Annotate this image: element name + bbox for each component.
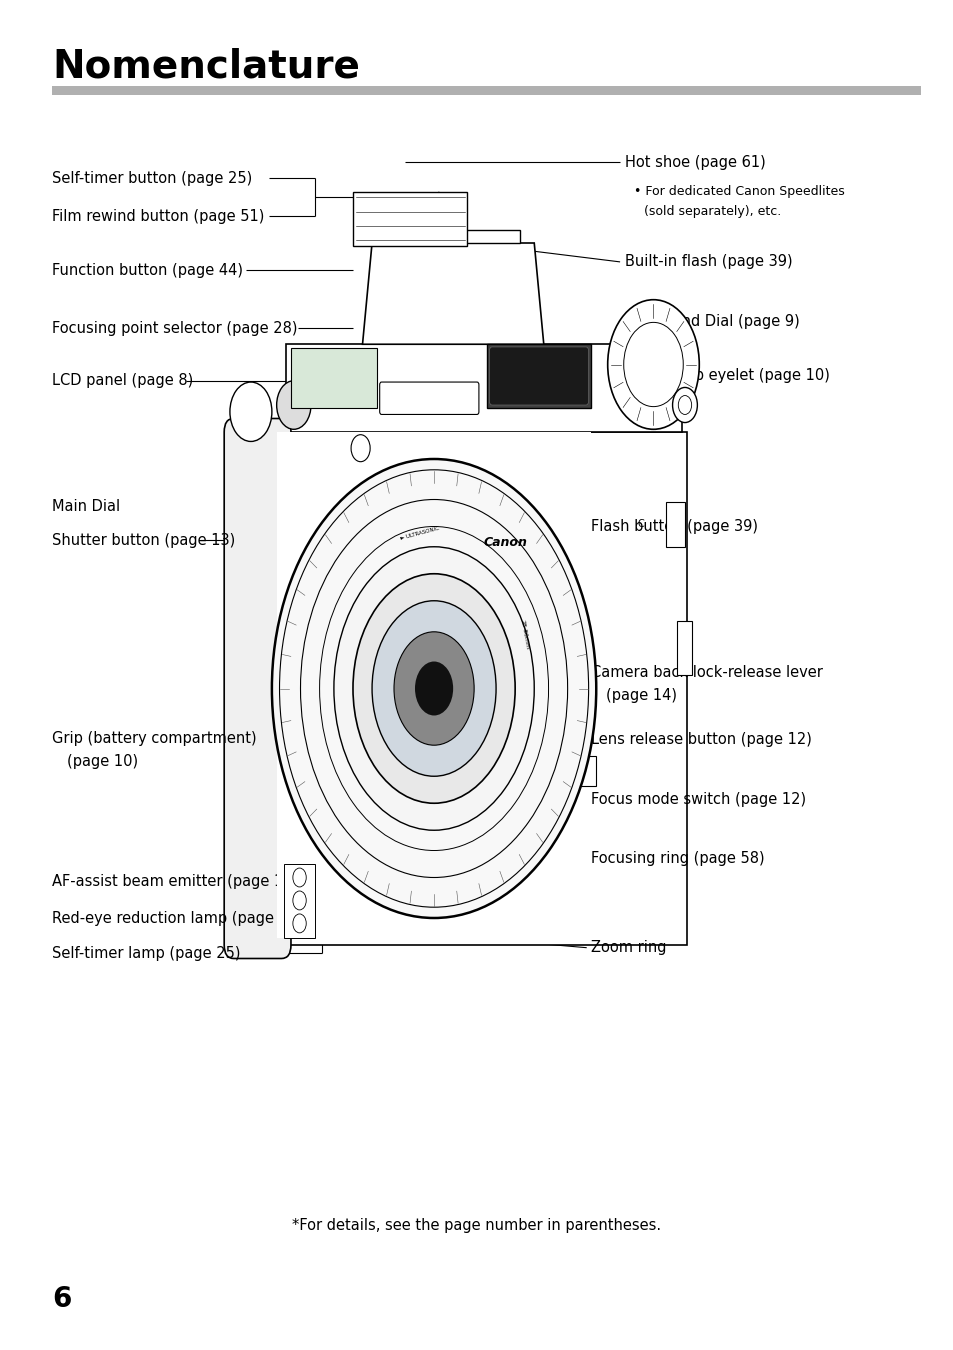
Text: (page 14): (page 14) xyxy=(605,687,676,703)
FancyBboxPatch shape xyxy=(224,418,291,958)
Text: Red-eye reduction lamp (page 18): Red-eye reduction lamp (page 18) xyxy=(52,910,303,926)
Polygon shape xyxy=(291,348,376,408)
Circle shape xyxy=(607,300,699,429)
Text: 6: 6 xyxy=(52,1285,71,1312)
Text: Camera back lock-release lever: Camera back lock-release lever xyxy=(591,664,822,680)
Text: Hot shoe (page 61): Hot shoe (page 61) xyxy=(624,154,765,170)
Text: Film rewind button (page 51): Film rewind button (page 51) xyxy=(52,208,265,224)
Polygon shape xyxy=(572,756,596,786)
Polygon shape xyxy=(284,864,314,938)
Circle shape xyxy=(351,435,370,462)
Text: 28-80mm: 28-80mm xyxy=(519,620,529,649)
Bar xyxy=(52,86,920,95)
Text: Focus mode switch (page 12): Focus mode switch (page 12) xyxy=(591,791,805,807)
Text: Zoom ring: Zoom ring xyxy=(591,940,666,956)
Text: Self-timer button (page 25): Self-timer button (page 25) xyxy=(52,170,253,186)
Text: Self-timer lamp (page 25): Self-timer lamp (page 25) xyxy=(52,945,241,961)
Circle shape xyxy=(272,459,596,918)
Text: Canon: Canon xyxy=(483,536,527,549)
FancyBboxPatch shape xyxy=(379,382,478,414)
Text: • For dedicated Canon Speedlites: • For dedicated Canon Speedlites xyxy=(634,185,844,198)
Text: Command Dial (page 9): Command Dial (page 9) xyxy=(624,313,799,329)
Polygon shape xyxy=(400,230,519,243)
Text: Main Dial: Main Dial xyxy=(52,498,120,514)
Circle shape xyxy=(623,323,682,406)
Polygon shape xyxy=(286,344,681,432)
Circle shape xyxy=(372,601,496,776)
Text: Lens release button (page 12): Lens release button (page 12) xyxy=(591,732,812,748)
Circle shape xyxy=(334,547,534,830)
Circle shape xyxy=(672,387,697,423)
Text: ► ULTRASONIC: ► ULTRASONIC xyxy=(399,525,439,541)
Polygon shape xyxy=(276,432,591,938)
Polygon shape xyxy=(353,192,467,246)
Polygon shape xyxy=(677,621,691,675)
Text: Neck strap eyelet (page 10): Neck strap eyelet (page 10) xyxy=(624,367,829,383)
Text: AF-assist beam emitter (page 19): AF-assist beam emitter (page 19) xyxy=(52,873,298,890)
Circle shape xyxy=(230,382,272,441)
FancyBboxPatch shape xyxy=(489,347,588,405)
Text: Flash button (page 39): Flash button (page 39) xyxy=(591,518,758,535)
Text: LCD panel (page 8): LCD panel (page 8) xyxy=(52,373,193,389)
Polygon shape xyxy=(362,243,543,344)
Text: Nomenclature: Nomenclature xyxy=(52,47,360,85)
Circle shape xyxy=(415,662,453,716)
Text: Built-in flash (page 39): Built-in flash (page 39) xyxy=(624,254,792,270)
Polygon shape xyxy=(486,344,591,408)
Circle shape xyxy=(276,381,311,429)
Circle shape xyxy=(293,891,306,910)
Circle shape xyxy=(555,711,579,747)
Circle shape xyxy=(394,632,474,745)
Text: C: C xyxy=(637,518,644,529)
Text: Focusing point selector (page 28): Focusing point selector (page 28) xyxy=(52,320,297,336)
Polygon shape xyxy=(233,432,686,945)
Text: (page 10): (page 10) xyxy=(67,753,138,769)
Text: (sold separately), etc.: (sold separately), etc. xyxy=(643,205,781,219)
Text: Grip (battery compartment): Grip (battery compartment) xyxy=(52,730,256,747)
Polygon shape xyxy=(665,502,684,547)
Circle shape xyxy=(678,396,691,414)
Circle shape xyxy=(293,868,306,887)
Text: Function button (page 44): Function button (page 44) xyxy=(52,262,243,278)
Text: Focusing ring (page 58): Focusing ring (page 58) xyxy=(591,850,764,867)
Circle shape xyxy=(353,574,515,803)
Circle shape xyxy=(293,914,306,933)
Text: Shutter button (page 13): Shutter button (page 13) xyxy=(52,532,235,548)
Text: *For details, see the page number in parentheses.: *For details, see the page number in par… xyxy=(293,1218,660,1234)
